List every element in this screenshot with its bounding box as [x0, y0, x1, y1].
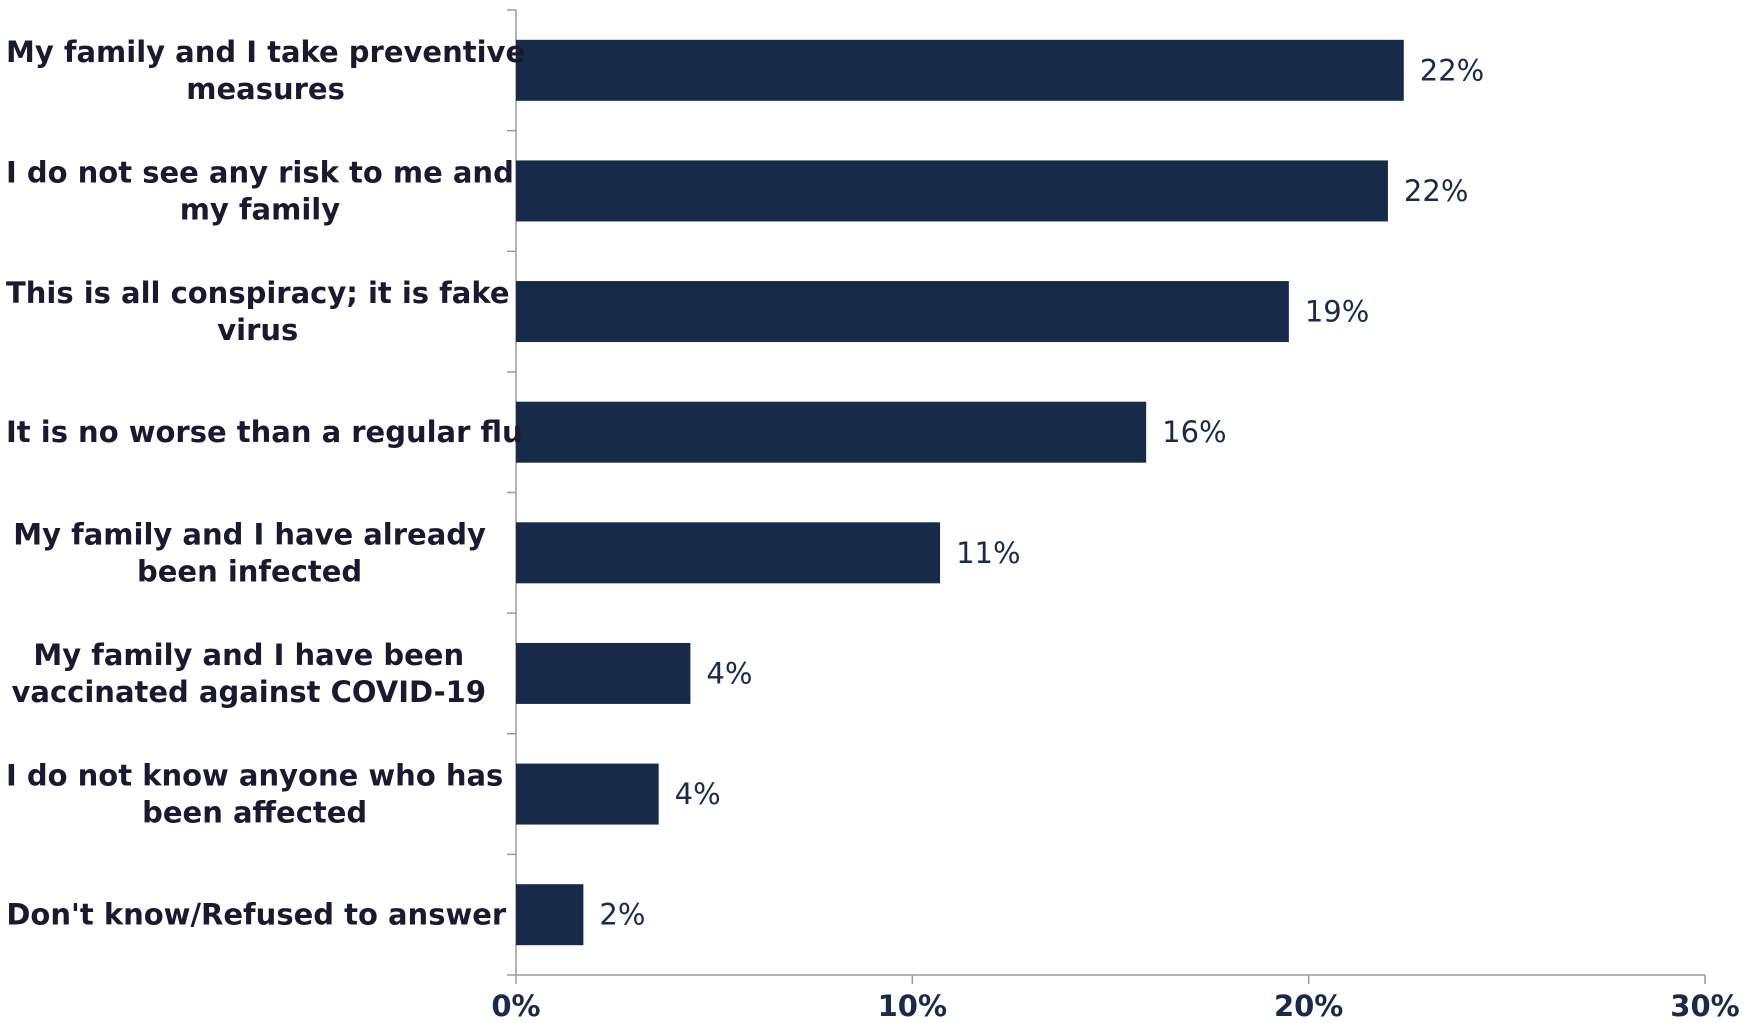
- category-label: I do not see any risk to me and my family: [6, 155, 514, 226]
- x-tick-label: 10%: [878, 989, 947, 1023]
- category-label: This is all conspiracy; it is fake virus: [6, 276, 510, 347]
- category-label: My family and I have already been infecte…: [13, 517, 486, 588]
- x-tick-label: 30%: [1670, 989, 1739, 1023]
- bar: [516, 160, 1388, 222]
- category-label: My family and I take preventive measures: [6, 35, 525, 106]
- bar: [516, 401, 1147, 463]
- data-label: 16%: [1162, 415, 1226, 449]
- bar: [516, 522, 941, 584]
- data-label: 11%: [956, 536, 1020, 570]
- data-label: 22%: [1404, 174, 1468, 208]
- x-tick-label: 20%: [1274, 989, 1343, 1023]
- x-tick-label: 0%: [491, 989, 540, 1023]
- data-label: 4%: [675, 777, 721, 811]
- bar: [516, 884, 584, 946]
- bar: [516, 642, 691, 704]
- data-label: 22%: [1420, 53, 1484, 87]
- bar: [516, 763, 659, 825]
- category-label: I do not know anyone who has been affecte…: [6, 759, 503, 830]
- category-label: My family and I have been vaccinated agai…: [12, 638, 487, 709]
- bar: [516, 39, 1404, 101]
- bar: [516, 281, 1289, 343]
- data-label: 19%: [1305, 295, 1369, 329]
- category-label: Don't know/Refused to answer: [6, 898, 507, 932]
- category-label: It is no worse than a regular flu: [6, 415, 523, 449]
- data-label: 4%: [706, 656, 752, 690]
- data-label: 2%: [599, 898, 645, 932]
